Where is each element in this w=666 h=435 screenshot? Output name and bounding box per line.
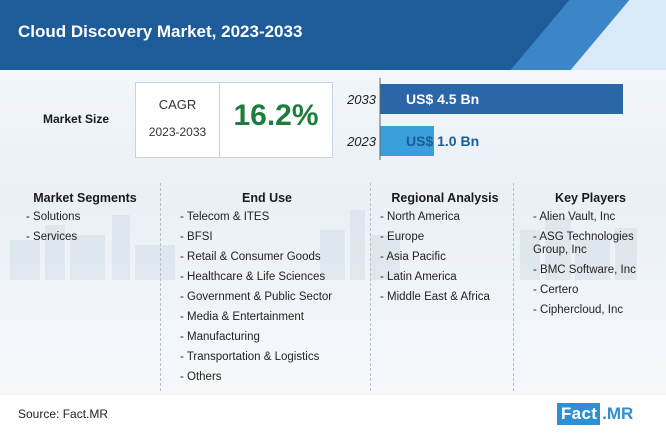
column-divider — [513, 183, 515, 391]
column-list: - North America - Europe - Asia Pacific … — [380, 211, 510, 304]
cagr-box: CAGR 2023-2033 16.2% — [135, 82, 333, 158]
factmr-logo: Fact .MR — [557, 402, 633, 426]
list-item: - Alien Vault, Inc — [533, 211, 616, 223]
header-banner: Cloud Discovery Market, 2023-2033 — [0, 0, 666, 70]
list-item: - Latin America — [380, 271, 457, 283]
list-item: - Healthcare & Life Sciences — [180, 271, 326, 283]
source-credit: Source: Fact.MR — [18, 407, 109, 421]
list-item: - Telecom & ITES — [180, 211, 270, 223]
logo-mr-text: .MR — [602, 404, 634, 423]
list-item: - ASG Technologies Group, Inc — [533, 231, 634, 256]
year-label: 2023 — [346, 134, 377, 149]
list-item: - Ciphercloud, Inc — [533, 304, 624, 316]
list-item: - BMC Software, Inc — [533, 264, 636, 276]
city-skyline-graphic — [10, 210, 637, 280]
list-item: - Transportation & Logistics — [180, 351, 320, 363]
segments-panel: Market Segments - Solutions - Services E… — [10, 183, 656, 393]
list-item: - Services — [26, 231, 78, 243]
cagr-label: CAGR — [158, 97, 197, 112]
column-title: Key Players — [555, 191, 626, 205]
list-item: - Government & Public Sector — [180, 291, 333, 303]
list-item: - Asia Pacific — [380, 251, 446, 263]
column-title: End Use — [241, 191, 292, 205]
column-divider — [370, 183, 372, 391]
bar-value-label: US$ 1.0 Bn — [406, 133, 479, 149]
list-item: - Manufacturing — [180, 331, 260, 343]
column-list: - Alien Vault, Inc - ASG Technologies Gr… — [525, 211, 656, 317]
column-market-segments: Market Segments - Solutions - Services — [10, 183, 160, 393]
content-background — [0, 70, 666, 395]
page-title: Cloud Discovery Market, 2023-2033 — [18, 22, 303, 41]
bar-2023 — [380, 126, 434, 156]
list-item: - Europe — [380, 231, 425, 243]
column-key-players: Key Players - Alien Vault, Inc - ASG Tec… — [525, 183, 656, 393]
column-divider — [160, 183, 162, 391]
column-end-use: End Use - Telecom & ITES - BFSI - Retail… — [172, 183, 362, 393]
year-label: 2033 — [346, 92, 377, 107]
list-item: - Solutions — [26, 211, 81, 223]
list-item: - Others — [180, 371, 222, 383]
column-title: Regional Analysis — [391, 191, 499, 205]
logo-fact-text: Fact — [557, 403, 601, 425]
list-item: - Certero — [533, 284, 579, 296]
column-title: Market Segments — [33, 191, 137, 205]
list-item: - Middle East & Africa — [380, 291, 490, 303]
list-item: - Media & Entertainment — [180, 311, 305, 323]
cagr-divider — [219, 83, 220, 157]
column-list: - Telecom & ITES - BFSI - Retail & Consu… — [172, 211, 362, 384]
footer: Source: Fact.MR Fact .MR — [0, 395, 666, 435]
column-list: - Solutions - Services — [10, 211, 160, 244]
bar-value-label: US$ 4.5 Bn — [406, 91, 479, 107]
list-item: - Retail & Consumer Goods — [180, 251, 321, 263]
market-size-bar-chart: 2033 US$ 4.5 Bn 2023 US$ 1.0 Bn — [346, 78, 623, 160]
column-regional-analysis: Regional Analysis - North America - Euro… — [380, 183, 510, 393]
list-item: - BFSI — [180, 231, 213, 243]
bar-2033 — [380, 84, 623, 114]
market-size-label: Market Size — [43, 112, 110, 126]
cagr-years: 2023-2033 — [148, 125, 207, 139]
cagr-value: 16.2% — [233, 99, 319, 132]
list-item: - North America — [380, 211, 460, 223]
